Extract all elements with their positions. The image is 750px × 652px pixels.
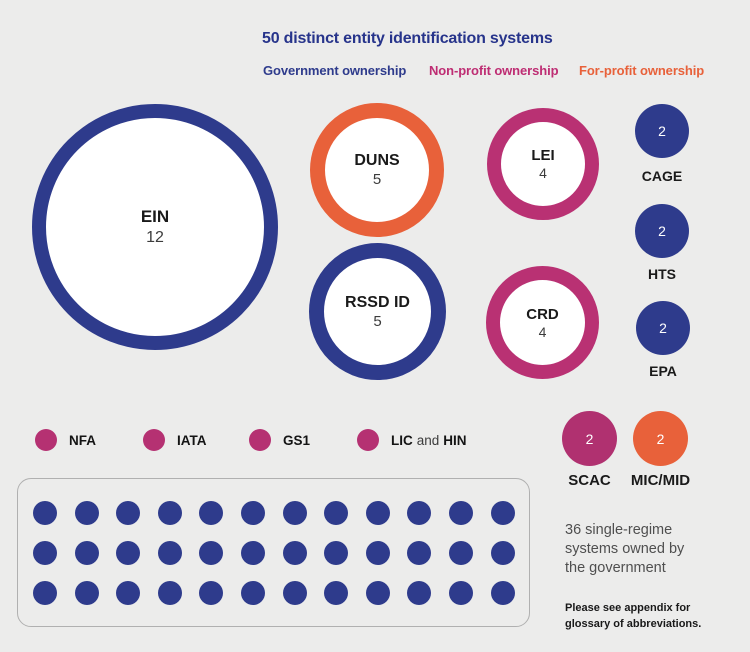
government-system-dot [199,581,224,605]
hin-label: HIN [443,432,467,448]
page-title: 50 distinct entity identification system… [262,30,553,47]
bubble-epa: 2 [636,301,690,355]
bubble-lei-value: 4 [539,165,547,181]
bubble-epa-label: EPA [649,363,677,379]
government-system-dot [448,541,473,565]
bubble-cage: 2 [635,104,689,158]
bubble-hts: 2 [635,204,689,258]
grid-caption: 36 single-regime systems owned by the go… [565,521,684,578]
bubble-mic-mid: 2 [633,411,688,466]
government-system-dot [33,501,57,525]
bubble-ein-label: EIN [140,207,170,226]
nonprofit-dot-icon [143,429,165,451]
legend-government-ownership: Government ownership [263,63,407,78]
government-system-dot [490,501,515,525]
nonprofit-dot-icon [35,429,57,451]
government-system-dot [490,581,515,605]
single-dot-lic-hin-label: LIC and HIN [391,433,467,448]
government-system-dot [240,501,265,525]
and-connector: and [416,432,440,448]
government-system-dot [74,501,99,525]
government-system-dot [448,501,473,525]
government-system-dot [33,541,57,565]
government-grid [33,501,521,605]
bubble-crd-value: 4 [538,323,547,340]
single-dot-lic-hin: LIC and HIN [357,429,467,451]
single-dot-iata: IATA [143,429,207,451]
government-grid-box [17,478,530,627]
government-system-dot [448,581,473,605]
government-system-dot [199,541,224,565]
single-dot-gs1-label: GS1 [283,432,311,448]
bubble-rssd-id-value: 5 [373,312,382,330]
bubble-duns-value: 5 [372,171,382,188]
bubble-crd: CRD 4 [486,266,599,379]
government-system-dot [324,501,349,525]
single-dot-gs1: GS1 [249,429,310,451]
nonprofit-dot-icon [249,429,271,451]
bubble-ein: EIN 12 [32,104,278,350]
government-system-dot [324,581,349,605]
government-system-dot [365,501,390,525]
government-system-dot [365,541,390,565]
bubble-rssd-id-label: RSSD ID [345,293,410,311]
government-system-dot [407,541,432,565]
bubble-epa-value: 2 [659,320,667,336]
government-system-dot [365,581,390,605]
government-system-dot [282,541,307,565]
bubble-duns: DUNS 5 [310,103,444,237]
bubble-ein-value: 12 [146,229,164,246]
bubble-duns-label: DUNS [354,152,400,169]
legend-for-profit-ownership: For-profit ownership [579,63,705,78]
nonprofit-dot-icon [357,429,379,451]
bubble-cage-label: CAGE [641,168,683,184]
government-system-dot [33,581,57,605]
appendix-note-line-1: Please see appendix for [565,602,691,614]
government-system-dot [407,501,432,525]
government-system-dot [116,501,141,525]
bubble-lei: LEI 4 [487,108,599,220]
bubble-mic-mid-value: 2 [656,430,665,447]
single-dot-nfa-label: NFA [69,432,96,448]
bubble-scac-label: SCAC [568,472,611,489]
single-dot-iata-label: IATA [177,432,207,448]
government-system-dot [324,541,349,565]
government-system-dot [74,541,99,565]
bubble-mic-mid-label: MIC/MID [630,472,691,489]
appendix-note: Please see appendix for glossary of abbr… [565,601,701,632]
grid-caption-line-2: systems owned by [565,541,685,557]
government-system-dot [490,541,515,565]
single-dot-nfa: NFA [35,429,96,451]
bubble-hts-label: HTS [648,266,676,282]
bubble-cage-value: 2 [658,123,666,139]
bubble-rssd-id: RSSD ID 5 [309,243,446,380]
government-system-dot [157,541,182,565]
bubble-scac-value: 2 [585,430,594,447]
government-system-dot [199,501,224,525]
government-system-dot [157,581,182,605]
government-system-dot [116,581,141,605]
government-system-dot [74,581,99,605]
bubble-crd-label: CRD [526,305,559,323]
legend-non-profit-ownership: Non-profit ownership [429,63,559,78]
bubble-scac: 2 [562,411,617,466]
government-system-dot [157,501,182,525]
grid-caption-line-3: the government [565,560,666,576]
lic-label: LIC [391,432,413,448]
bubble-hts-value: 2 [658,223,666,239]
government-system-dot [407,581,432,605]
government-system-dot [282,581,307,605]
government-system-dot [240,581,265,605]
appendix-note-line-2: glossary of abbreviations. [565,617,702,630]
bubble-lei-label: LEI [531,147,555,164]
government-system-dot [240,541,265,565]
government-system-dot [282,501,307,525]
grid-caption-line-1: 36 single-regime [565,522,673,538]
government-system-dot [116,541,141,565]
